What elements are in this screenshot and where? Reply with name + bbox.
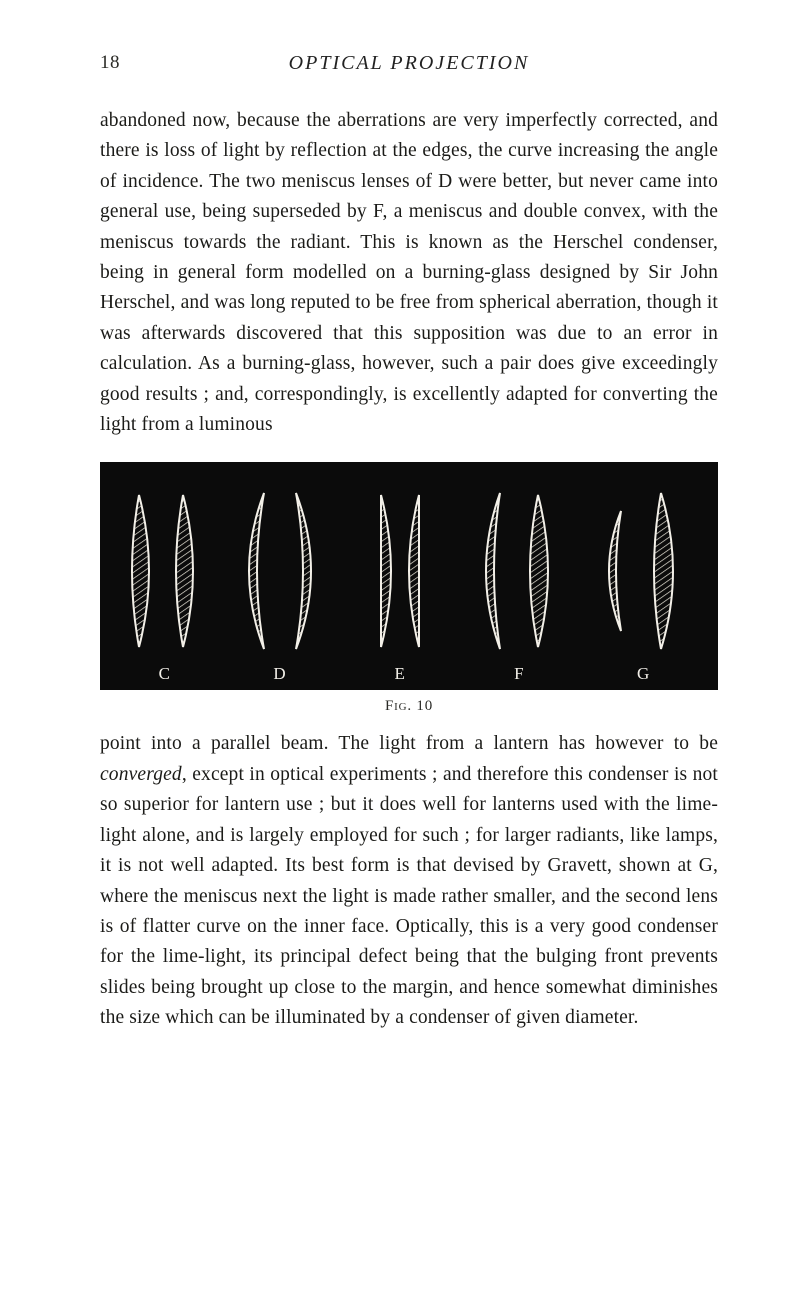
p2-part-b: , except in optical experiments ; and th… bbox=[100, 764, 718, 1028]
lens-group-e: E bbox=[351, 462, 449, 690]
lens-c-icon bbox=[121, 483, 209, 658]
p2-part-a: point into a parallel beam. The light fr… bbox=[100, 733, 718, 754]
running-head: 18 OPTICAL PROJECTION bbox=[100, 52, 718, 78]
lens-e-icon bbox=[351, 483, 449, 658]
lens-group-d: D bbox=[226, 462, 334, 690]
lens-group-f: F bbox=[466, 462, 572, 690]
p2-emphasis: converged bbox=[100, 764, 182, 785]
lens-d-icon bbox=[226, 483, 334, 658]
lens-group-c: C bbox=[121, 462, 209, 690]
body-text-block-1: abandoned now, because the aberrations a… bbox=[100, 106, 718, 440]
paragraph-2: point into a parallel beam. The light fr… bbox=[100, 729, 718, 1033]
lens-label-g: G bbox=[637, 664, 650, 684]
lens-g-icon bbox=[589, 483, 697, 658]
lens-f-icon bbox=[466, 483, 572, 658]
lens-label-f: F bbox=[514, 664, 524, 684]
running-title: OPTICAL PROJECTION bbox=[100, 52, 718, 75]
page: 18 OPTICAL PROJECTION abandoned now, bec… bbox=[0, 0, 800, 1295]
figure-image: C D bbox=[100, 462, 718, 690]
lens-label-e: E bbox=[395, 664, 406, 684]
body-text-block-2: point into a parallel beam. The light fr… bbox=[100, 729, 718, 1033]
lens-label-d: D bbox=[273, 664, 286, 684]
lens-group-g: G bbox=[589, 462, 697, 690]
paragraph-1: abandoned now, because the aberrations a… bbox=[100, 106, 718, 440]
lens-label-c: C bbox=[159, 664, 171, 684]
page-number: 18 bbox=[100, 52, 120, 74]
figure-10: C D bbox=[100, 462, 718, 715]
figure-caption: Fig. 10 bbox=[100, 698, 718, 715]
